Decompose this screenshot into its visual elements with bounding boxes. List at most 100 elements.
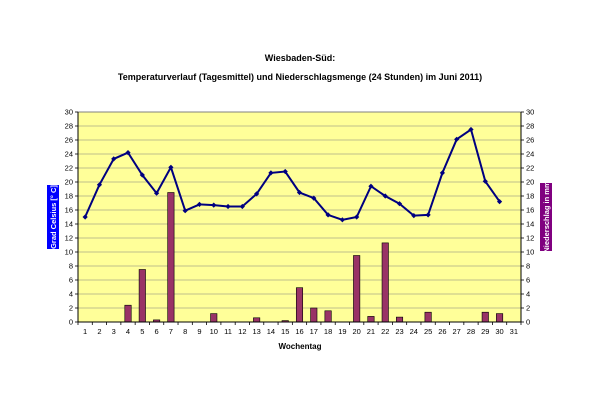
x-tick-label: 7 — [169, 327, 173, 336]
x-tick-label: 14 — [267, 327, 275, 336]
temperature-point — [496, 199, 503, 205]
temperature-point — [225, 203, 231, 210]
temperature-point — [425, 212, 431, 218]
y-tick-label-right: 18 — [526, 192, 534, 201]
precipitation-bar — [496, 313, 504, 323]
precipitation-bar — [138, 269, 146, 323]
y-axis-label-right: Niederschlag in mm — [542, 181, 551, 253]
temperature-point — [396, 201, 403, 207]
temperature-point — [354, 214, 360, 220]
temperature-point — [468, 126, 474, 133]
precipitation-bar — [324, 310, 332, 323]
temperature-line-layer — [82, 126, 503, 223]
temperature-point — [196, 201, 203, 207]
x-tick-label: 26 — [438, 327, 446, 336]
temperature-point — [368, 183, 374, 189]
x-tick-label: 18 — [324, 327, 332, 336]
x-tick-label: 30 — [495, 327, 503, 336]
y-tick-label-right: 26 — [526, 136, 534, 145]
temperature-point — [325, 212, 331, 218]
precipitation-bar — [210, 313, 218, 323]
y-tick-label-left: 2 — [69, 304, 73, 313]
x-tick-label: 2 — [97, 327, 101, 336]
x-tick-label: 9 — [197, 327, 201, 336]
y-tick-label-right: 2 — [526, 304, 530, 313]
chart-title: Wiesbaden-Süd: — [265, 53, 335, 63]
x-tick-label: 28 — [467, 327, 475, 336]
y-tick-label-left: 10 — [65, 248, 73, 257]
y-tick-label-right: 28 — [526, 122, 534, 131]
y-tick-label-left: 20 — [65, 178, 73, 187]
x-tick-label: 8 — [183, 327, 187, 336]
x-tick-label: 5 — [140, 327, 144, 336]
left-axis-label-background — [47, 185, 59, 249]
x-tick-label: 1 — [83, 327, 87, 336]
y-tick-label-left: 22 — [65, 164, 73, 173]
temperature-point — [153, 190, 160, 196]
temperature-line — [84, 127, 501, 221]
x-tick-label: 3 — [112, 327, 116, 336]
temperature-point — [454, 136, 460, 142]
y-tick-label-left: 14 — [65, 220, 73, 229]
y-tick-label-right: 10 — [526, 248, 534, 257]
temperature-point — [82, 214, 88, 220]
y-tick-label-right: 0 — [526, 318, 530, 327]
y-tick-label-right: 16 — [526, 206, 534, 215]
temperature-point — [96, 182, 103, 188]
precipitation-bar — [253, 317, 261, 323]
x-tick-label: 31 — [510, 327, 518, 336]
y-tick-label-right: 30 — [526, 108, 534, 117]
y-tick-label-right: 24 — [526, 150, 534, 159]
plot-area — [77, 111, 522, 323]
precipitation-bar — [167, 192, 175, 323]
y-tick-label-left: 4 — [69, 290, 73, 299]
temperature-point — [254, 191, 260, 197]
temperature-point — [168, 164, 174, 170]
right-axis-label-background — [540, 183, 552, 251]
x-tick-label: 23 — [395, 327, 403, 336]
y-tick-label-right: 6 — [526, 276, 530, 285]
y-tick-label-left: 18 — [65, 192, 73, 201]
x-tick-label: 20 — [352, 327, 360, 336]
y-tick-label-left: 12 — [65, 234, 73, 243]
temperature-point — [268, 170, 274, 176]
x-tick-label: 19 — [338, 327, 346, 336]
temperature-point — [439, 170, 446, 176]
precipitation-bar — [367, 316, 375, 323]
y-tick-label-left: 24 — [65, 150, 73, 159]
y-tick-label-right: 22 — [526, 164, 534, 173]
y-tick-label-left: 0 — [69, 318, 73, 327]
y-tick-label-right: 8 — [526, 262, 530, 271]
y-tick-label-right: 12 — [526, 234, 534, 243]
precipitation-bar — [295, 287, 304, 323]
x-axis-label: Wochentag — [279, 342, 322, 351]
x-tick-label: 4 — [126, 327, 130, 336]
x-tick-label: 13 — [252, 327, 260, 336]
temperature-point — [182, 208, 188, 214]
chart-subtitle: Temperaturverlauf (Tagesmittel) und Nied… — [118, 72, 482, 82]
x-tick-label: 16 — [295, 327, 303, 336]
right-axis-label-box: Niederschlag in mm — [540, 181, 552, 253]
temperature-point — [296, 189, 303, 196]
y-tick-label-left: 30 — [65, 108, 73, 117]
x-tick-label: 25 — [424, 327, 432, 336]
x-tick-label: 10 — [210, 327, 218, 336]
y-tick-label-left: 26 — [65, 136, 73, 145]
x-tick-label: 17 — [310, 327, 318, 336]
temperature-point — [339, 217, 345, 223]
temperature-point — [111, 156, 117, 162]
temperature-point — [311, 195, 317, 201]
temperature-point — [382, 193, 388, 199]
y-tick-label-right: 14 — [526, 220, 534, 229]
precipitation-bar — [353, 255, 361, 323]
x-tick-label: 15 — [281, 327, 289, 336]
precipitation-bar — [381, 242, 389, 323]
grid-layer — [78, 125, 521, 309]
y-tick-label-left: 28 — [65, 122, 73, 131]
precipitation-bar — [124, 304, 132, 323]
temperature-point — [239, 203, 245, 210]
temperature-point — [139, 172, 145, 178]
